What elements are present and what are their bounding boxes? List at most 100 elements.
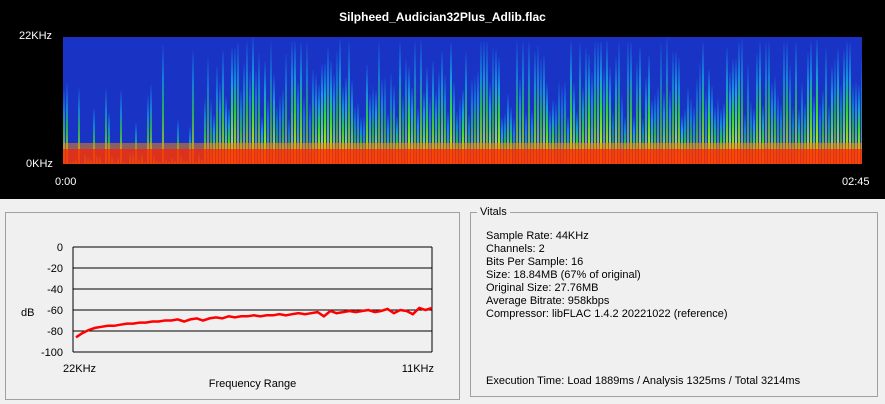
y-tick-label: -80 xyxy=(47,326,63,338)
spectrogram-column xyxy=(489,83,491,164)
x-axis-label: Frequency Range xyxy=(209,378,296,390)
spectrogram-column xyxy=(657,87,659,164)
spectrogram-column xyxy=(300,42,302,164)
spectrogram-column xyxy=(441,51,443,164)
spectrogram-column xyxy=(339,39,341,164)
spectrogram-column xyxy=(840,84,842,164)
spectrogram-column xyxy=(588,54,590,164)
spectrogram-column xyxy=(675,52,677,164)
spectrogram-column xyxy=(711,85,713,164)
spectrogram-column xyxy=(177,120,179,164)
spectrogram-column xyxy=(420,39,422,164)
spectrogram-column xyxy=(570,42,572,164)
spectrogram-column xyxy=(240,89,242,164)
spectrogram-column xyxy=(447,111,449,164)
spectrogram-column xyxy=(594,42,596,164)
spectrogram-column xyxy=(477,70,479,164)
spectrogram-column xyxy=(540,58,542,164)
spectrogram-column xyxy=(738,42,740,164)
spectrogram-column xyxy=(630,42,632,164)
spectrogram-column xyxy=(816,39,818,164)
vital-compressor: Compressor: libFLAC 1.4.2 20221022 (refe… xyxy=(486,308,728,320)
spectrogram-column xyxy=(624,117,626,164)
spectrogram-column xyxy=(327,46,329,164)
spectrogram-column xyxy=(846,42,848,164)
spectrogram-column xyxy=(690,98,692,164)
frequency-response-panel: 0 -20 -40 -60 -80 -100 dB 22KHz 11KHz Frequency R… xyxy=(5,212,460,400)
spectrogram-column xyxy=(567,116,569,164)
spectrogram-column xyxy=(495,49,497,164)
spectrogram-column xyxy=(525,112,527,164)
spectrogram-column xyxy=(375,90,377,164)
spectrogram-column xyxy=(627,42,629,164)
spectrogram-column xyxy=(309,103,311,164)
spectrogram-column xyxy=(615,57,617,164)
spectrogram-column xyxy=(381,79,383,164)
spectrogram-column xyxy=(228,108,230,164)
spectrogram-column xyxy=(402,96,404,164)
spectrogram-column xyxy=(666,38,668,164)
spectrogram-column xyxy=(423,92,425,164)
spectrogram-column xyxy=(63,89,65,164)
spectrogram-column xyxy=(459,98,461,164)
spectrogram-column xyxy=(288,118,290,164)
y-tick-label: -40 xyxy=(47,284,63,296)
spectrogram-column xyxy=(792,107,794,164)
y-tick-label: 0 xyxy=(57,242,63,254)
spectrogram-title: Silpheed_Audician32Plus_Adlib.flac xyxy=(339,10,546,24)
spectrogram-column xyxy=(789,65,791,164)
spectrogram-column xyxy=(444,75,446,164)
spectrogram-column xyxy=(582,87,584,164)
spectrogram-column xyxy=(735,59,737,164)
spectrogram-column xyxy=(564,82,566,164)
spectrogram-column xyxy=(522,42,524,164)
time-end-label: 02:45 xyxy=(842,176,870,188)
spectrogram-column xyxy=(315,74,317,164)
spectrogram-column xyxy=(672,52,674,164)
spectrogram-column xyxy=(516,42,518,164)
spectrogram-column xyxy=(474,76,476,164)
spectrogram-column xyxy=(834,58,836,164)
spectrogram-column xyxy=(534,52,536,164)
spectrogram-column xyxy=(204,99,206,164)
spectrogram-column xyxy=(285,54,287,164)
spectrogram-column xyxy=(531,110,533,164)
spectrogram-column xyxy=(702,42,704,164)
spectrogram-column xyxy=(699,62,701,164)
spectrogram-column xyxy=(270,42,272,164)
spectrogram-column xyxy=(147,96,149,164)
spectrogram-column xyxy=(828,106,830,164)
spectrogram-column xyxy=(222,50,224,164)
spectrogram-column xyxy=(108,112,110,164)
vital-original-size: Original Size: 27.76MB xyxy=(486,282,599,294)
spectrogram-column xyxy=(741,38,743,164)
spectrogram-column xyxy=(618,42,620,164)
spectrogram-column xyxy=(585,47,587,164)
spectrogram-column xyxy=(276,107,278,164)
spectrogram-column xyxy=(642,117,644,164)
spectrogram-column xyxy=(390,73,392,164)
spectrogram-column xyxy=(324,63,326,164)
spectrogram-column xyxy=(438,72,440,164)
spectrogram-column xyxy=(93,108,95,164)
spectrogram-column xyxy=(705,92,707,164)
spectrogram-column xyxy=(576,112,578,164)
spectrogram-column xyxy=(753,109,755,164)
spectrogram-column xyxy=(363,116,365,164)
spectrogram-column xyxy=(492,47,494,164)
spectrogram-column xyxy=(120,90,122,164)
spectrogram-column xyxy=(333,74,335,164)
spectrogram-column xyxy=(213,115,215,164)
spectrogram-column xyxy=(318,84,320,164)
spectrogram-column xyxy=(231,48,233,164)
spectrogram-column xyxy=(405,58,407,164)
spectrogram-column xyxy=(330,61,332,164)
y-axis-label: dB xyxy=(21,307,34,319)
spectrogram-column xyxy=(597,42,599,164)
spectrogram-column xyxy=(720,108,722,164)
spectrogram-column xyxy=(543,54,545,164)
spectrogram-column xyxy=(768,42,770,164)
spectrogram-column xyxy=(354,106,356,164)
spectrogram-column xyxy=(858,85,860,164)
spectrogram-column xyxy=(786,41,788,164)
